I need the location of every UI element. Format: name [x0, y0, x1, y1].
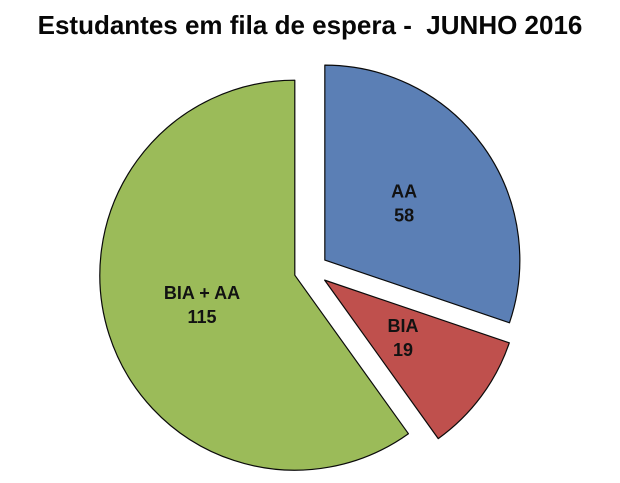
- chart-title: Estudantes em fila de espera - JUNHO 201…: [37, 10, 583, 40]
- pie-slice-aa: [324, 64, 521, 324]
- slice-value-aa: 58: [394, 205, 414, 225]
- slice-value-bia: 19: [393, 340, 413, 360]
- pie-slice-bia-aa: [99, 79, 409, 471]
- slice-label-bia: BIA: [388, 316, 419, 336]
- slice-value-bia-aa: 115: [187, 307, 216, 327]
- slice-label-aa: AA: [391, 181, 417, 201]
- pie-slice-bia: [324, 279, 510, 440]
- slice-label-bia-aa: BIA + AA: [164, 283, 240, 303]
